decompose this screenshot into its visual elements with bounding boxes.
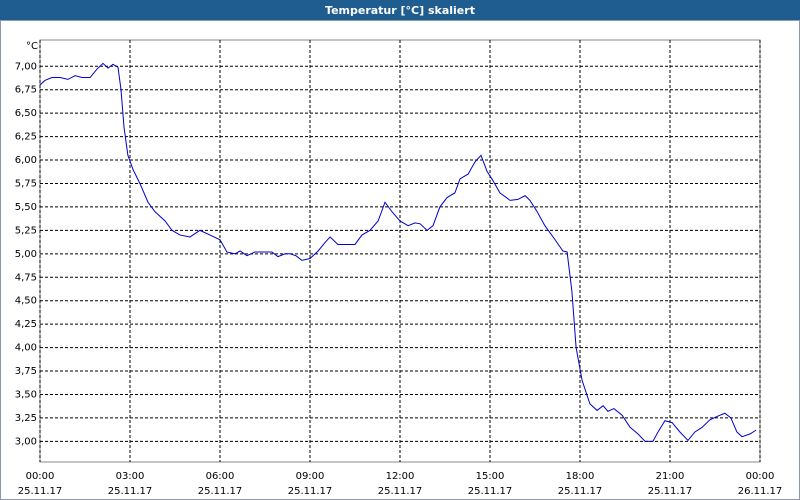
x-tick-label: 21:00 bbox=[656, 471, 685, 482]
y-tick-label: 3,25 bbox=[15, 413, 37, 424]
x-tick-date: 25.11.17 bbox=[648, 486, 693, 497]
y-tick-label: 5,75 bbox=[15, 178, 37, 189]
y-tick-label: 5,50 bbox=[15, 202, 37, 213]
x-tick-label: 00:00 bbox=[26, 471, 55, 482]
y-tick-label: 5,00 bbox=[15, 249, 37, 260]
x-tick-date: 25.11.17 bbox=[558, 486, 603, 497]
x-tick-date: 26.11.17 bbox=[738, 486, 783, 497]
x-tick-label: 12:00 bbox=[386, 471, 415, 482]
x-tick-date: 25.11.17 bbox=[378, 486, 423, 497]
x-tick-date: 25.11.17 bbox=[468, 486, 513, 497]
x-tick-date: 25.11.17 bbox=[18, 486, 63, 497]
y-tick-label: 6,75 bbox=[15, 85, 37, 96]
y-tick-label: 6,00 bbox=[15, 155, 37, 166]
x-tick-label: 15:00 bbox=[476, 471, 505, 482]
y-tick-label: 7,00 bbox=[15, 61, 37, 72]
y-unit: °C bbox=[26, 41, 38, 52]
y-tick-label: 3,50 bbox=[15, 389, 37, 400]
chart-title: Temperatur [°C] skaliert bbox=[325, 4, 475, 17]
y-tick-label: 4,50 bbox=[15, 296, 37, 307]
y-tick-label: 3,00 bbox=[15, 436, 37, 447]
y-tick-label: 5,25 bbox=[15, 225, 37, 236]
y-tick-label: 4,00 bbox=[15, 343, 37, 354]
x-tick-label: 06:00 bbox=[206, 471, 235, 482]
title-bar bbox=[0, 0, 800, 20]
x-tick-label: 03:00 bbox=[116, 471, 145, 482]
x-tick-date: 25.11.17 bbox=[198, 486, 243, 497]
data-line bbox=[39, 62, 757, 442]
y-tick-label: 6,50 bbox=[15, 108, 37, 119]
x-tick-label: 09:00 bbox=[296, 471, 325, 482]
y-tick-label: 4,75 bbox=[15, 272, 37, 283]
y-tick-label: 4,25 bbox=[15, 319, 37, 330]
x-tick-label: 18:00 bbox=[566, 471, 595, 482]
y-tick-label: 3,75 bbox=[15, 366, 37, 377]
x-tick-label: 00:00 bbox=[746, 471, 775, 482]
x-tick-date: 25.11.17 bbox=[108, 486, 153, 497]
y-tick-label: 6,25 bbox=[15, 132, 37, 143]
x-tick-date: 25.11.17 bbox=[288, 486, 333, 497]
